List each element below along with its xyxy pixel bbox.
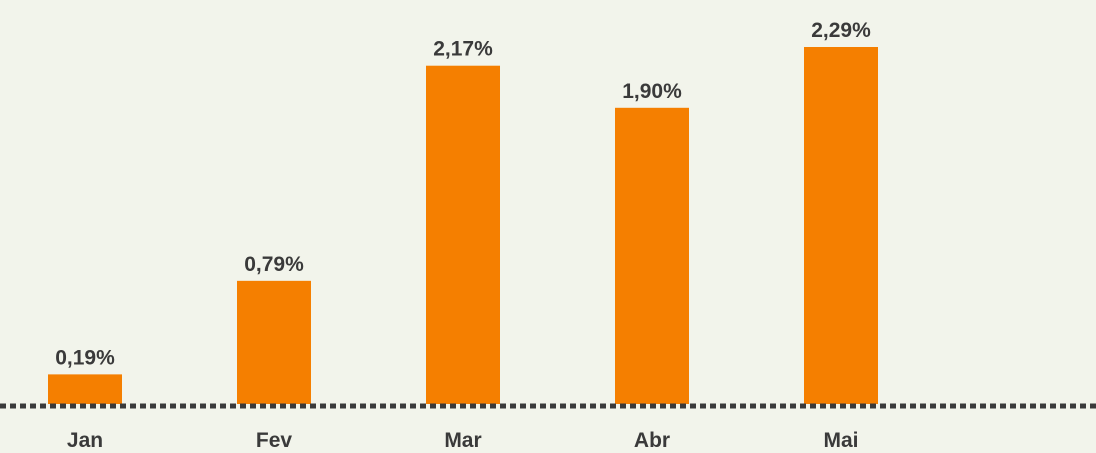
value-label: 1,90%	[622, 80, 682, 103]
x-tick-label: Jan	[67, 429, 103, 452]
bar	[426, 65, 500, 404]
bar	[615, 107, 689, 404]
bar	[804, 47, 878, 404]
x-tick-label: Abr	[634, 429, 670, 452]
x-tick-label: Mar	[444, 429, 481, 452]
value-label: 0,79%	[244, 253, 304, 276]
bar	[237, 280, 311, 404]
value-label: 2,17%	[433, 38, 493, 61]
value-label: 2,29%	[811, 19, 871, 42]
x-tick-label: Mai	[823, 429, 858, 452]
value-label: 0,19%	[55, 346, 115, 369]
bar	[48, 374, 122, 404]
x-tick-label: Fev	[256, 429, 293, 452]
